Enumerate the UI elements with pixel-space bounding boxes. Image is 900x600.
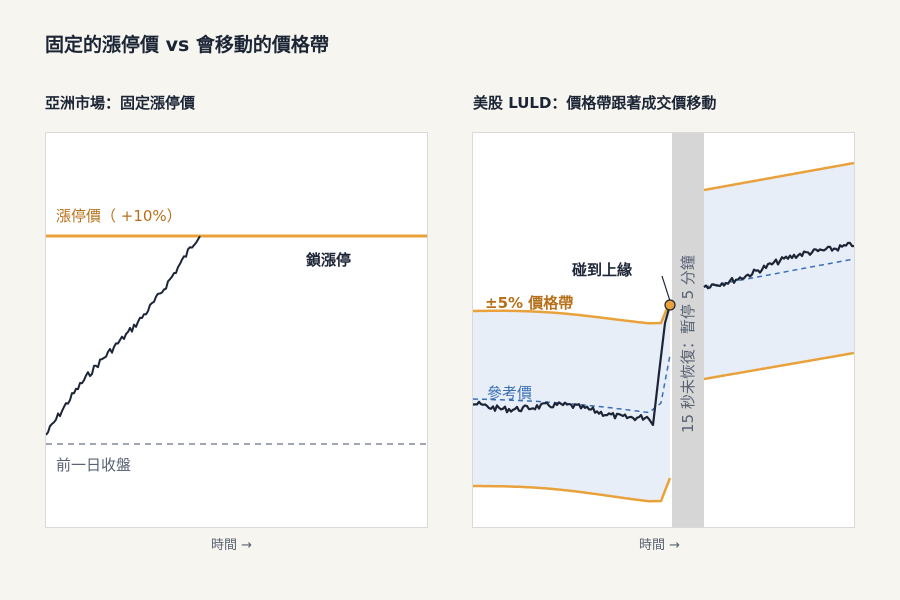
halt-strip xyxy=(672,133,704,527)
reference-price-label: 參考價 xyxy=(487,384,532,402)
lock-limit-label: 鎖漲停 xyxy=(306,251,351,269)
left-chart: 漲停價（ +10%） 鎖漲停 前一日收盤 xyxy=(45,207,427,474)
right-chart: 碰到上緣 ±5% 價格帶 參考價 15 秒未恢復：暫停 5 分鐘 xyxy=(472,133,855,527)
page-title: 固定的漲停價 vs 會移動的價格帶 xyxy=(45,34,329,56)
right-chart-panel: 碰到上緣 ±5% 價格帶 參考價 15 秒未恢復：暫停 5 分鐘 xyxy=(472,132,855,528)
touch-callout-line xyxy=(661,275,671,302)
price-line-after xyxy=(703,241,855,290)
right-panel-subtitle: 美股 LULD：價格帶跟著成交價移動 xyxy=(473,94,717,112)
price-line-before xyxy=(472,304,672,427)
upper-band-after xyxy=(703,161,855,192)
upper-band-before xyxy=(473,300,672,325)
prev-close-label: 前一日收盤 xyxy=(56,456,131,474)
reference-price-after xyxy=(703,258,855,288)
lower-band-before xyxy=(473,477,672,503)
band-fill-before-halt xyxy=(473,301,670,502)
price-line xyxy=(45,235,201,436)
reference-price-before xyxy=(472,354,671,414)
band-label: ±5% 價格帶 xyxy=(485,294,573,312)
left-panel-subtitle: 亞洲市場：固定漲停價 xyxy=(45,94,196,112)
band-fill-after-halt xyxy=(704,163,854,379)
touch-marker xyxy=(664,299,676,311)
halt-label: 15 秒未恢復：暫停 5 分鐘 xyxy=(679,255,697,433)
left-x-axis-label: 時間 → xyxy=(211,538,253,553)
left-chart-panel: 漲停價（ +10%） 鎖漲停 前一日收盤 xyxy=(45,132,428,528)
limit-up-label: 漲停價（ +10%） xyxy=(56,207,182,225)
lower-band-after xyxy=(703,351,855,381)
right-x-axis-label: 時間 → xyxy=(639,538,681,553)
touch-label: 碰到上緣 xyxy=(572,261,633,279)
